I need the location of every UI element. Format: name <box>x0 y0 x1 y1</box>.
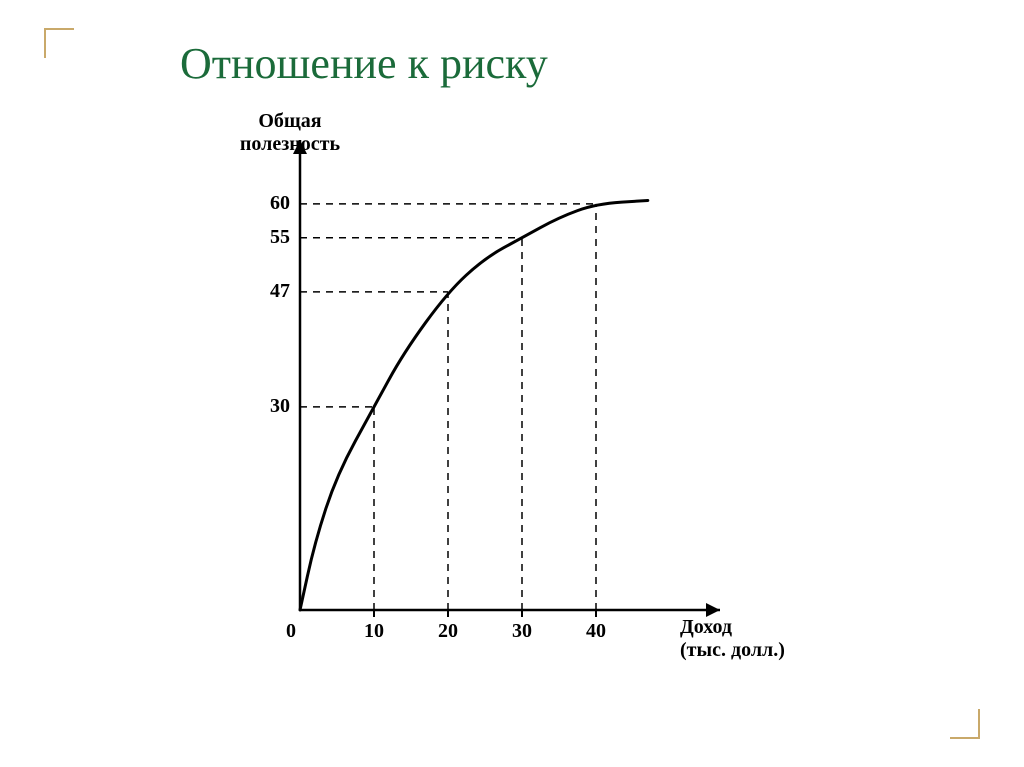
tick-label: 20 <box>438 620 458 643</box>
x-axis-label-line2: (тыс. долл.) <box>680 639 785 661</box>
tick-label: 40 <box>586 620 606 643</box>
chart-svg <box>160 110 800 680</box>
frame-corner-bottom-right <box>950 709 980 739</box>
tick-label: 30 <box>270 395 290 418</box>
tick-label: 60 <box>270 192 290 215</box>
slide: Отношение к риску Общая полезность Доход… <box>0 0 1024 767</box>
tick-label: 0 <box>286 620 296 643</box>
y-axis-label-line2: полезность <box>240 133 340 155</box>
x-axis-label: Доход (тыс. долл.) <box>680 616 785 662</box>
frame-corner-top-left <box>44 28 74 58</box>
x-axis-label-line1: Доход <box>680 616 732 638</box>
tick-label: 30 <box>512 620 532 643</box>
slide-title: Отношение к риску <box>180 38 548 89</box>
utility-chart: Общая полезность Доход (тыс. долл.) 0 10 2… <box>160 110 800 680</box>
tick-label: 10 <box>364 620 384 643</box>
y-axis-label: Общая полезность <box>180 110 400 156</box>
tick-label: 55 <box>270 226 290 249</box>
y-axis-label-line1: Общая <box>258 110 321 132</box>
tick-label: 47 <box>270 280 290 303</box>
